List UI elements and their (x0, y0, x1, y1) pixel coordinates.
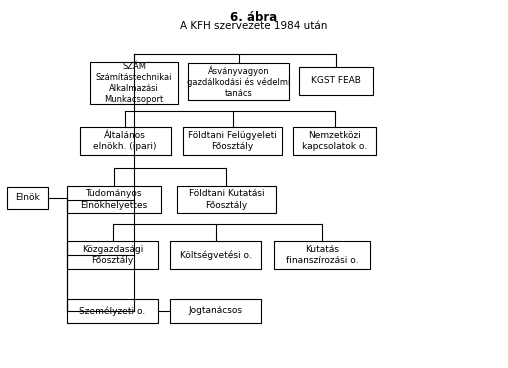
FancyBboxPatch shape (90, 62, 178, 104)
FancyBboxPatch shape (177, 186, 276, 213)
FancyBboxPatch shape (293, 127, 376, 155)
Text: Közgazdasági
Főosztály: Közgazdasági Főosztály (82, 245, 143, 265)
Text: KGST FEAB: KGST FEAB (311, 76, 361, 85)
Text: Ásványvagyon
gazdálkodási és védelmi
tanács: Ásványvagyon gazdálkodási és védelmi tan… (187, 65, 291, 98)
FancyBboxPatch shape (67, 241, 158, 269)
Text: Személyzeti o.: Személyzeti o. (79, 306, 146, 316)
FancyBboxPatch shape (80, 127, 171, 155)
Text: Jogtanácsos: Jogtanácsos (188, 307, 243, 315)
FancyBboxPatch shape (183, 127, 282, 155)
Text: Tudományos
Elnökhelyettes: Tudományos Elnökhelyettes (80, 190, 147, 209)
FancyBboxPatch shape (170, 299, 261, 323)
Text: Költségvetési o.: Költségvetési o. (180, 250, 251, 260)
Text: Kutatás
finanszírozási o.: Kutatás finanszírozási o. (286, 245, 359, 265)
Text: Földtani Kutatási
Főosztály: Földtani Kutatási Főosztály (188, 190, 264, 209)
Text: 6. ábra: 6. ábra (230, 11, 278, 24)
FancyBboxPatch shape (67, 299, 158, 323)
FancyBboxPatch shape (274, 241, 370, 269)
Text: A KFH szervezete 1984 után: A KFH szervezete 1984 után (180, 21, 328, 32)
Text: Általános
elnökh. (ipari): Általános elnökh. (ipari) (93, 131, 157, 151)
FancyBboxPatch shape (188, 63, 290, 100)
FancyBboxPatch shape (300, 67, 373, 95)
Text: Földtani Felügyeleti
Főosztály: Földtani Felügyeleti Főosztály (188, 131, 277, 151)
FancyBboxPatch shape (170, 241, 261, 269)
FancyBboxPatch shape (8, 187, 48, 209)
Text: Elnök: Elnök (15, 193, 40, 202)
Text: Nemzetközi
kapcsolatok o.: Nemzetközi kapcsolatok o. (302, 131, 367, 151)
FancyBboxPatch shape (67, 186, 161, 213)
Text: SZÁM
Számítástechnikai
Alkalmazási
Munkacsoport: SZÁM Számítástechnikai Alkalmazási Munka… (96, 61, 172, 104)
